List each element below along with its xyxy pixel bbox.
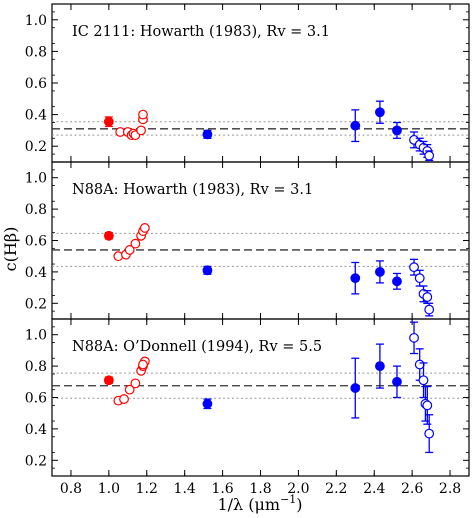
- data-point-open: [138, 359, 148, 370]
- y-axis-label: c(Hβ): [1, 227, 20, 272]
- data-point-open: [130, 378, 141, 389]
- data-point-filled: [375, 267, 385, 277]
- y-tick-label: 1.0: [25, 171, 47, 187]
- y-tick-label: 0.4: [25, 108, 47, 124]
- data-point-open: [119, 394, 129, 404]
- data-point-filled: [202, 129, 213, 140]
- x-tick-label: 2.2: [325, 481, 347, 497]
- data-point-open: [424, 428, 435, 439]
- y-tick-label: 0.4: [25, 422, 47, 438]
- y-tick-label: 0.2: [25, 139, 47, 155]
- data-point-open: [124, 384, 135, 395]
- data-point-open: [422, 292, 433, 302]
- data-point-open: [424, 150, 435, 161]
- data-point-filled: [103, 375, 114, 386]
- x-tick-label: 2.8: [439, 481, 461, 497]
- data-point-open: [136, 125, 146, 136]
- y-tick-label: 0.6: [25, 234, 47, 250]
- data-point-open: [409, 262, 419, 273]
- x-tick-label: 1.4: [174, 481, 196, 497]
- x-tick-label: 1.8: [249, 481, 271, 497]
- data-point-open: [424, 304, 435, 315]
- y-tick-label: 0.6: [25, 76, 47, 92]
- y-tick-label: 1.0: [25, 328, 47, 344]
- y-tick-label: 0.2: [25, 296, 47, 312]
- data-point-open: [414, 273, 425, 284]
- x-tick-label: 2.4: [363, 481, 385, 497]
- panel-1: 0.2 0.4 0.6 0.8 1.0 IC 2111: Howarth (1983), …: [25, 3, 470, 163]
- panel-title: IC 2111: Howarth (1983), Rv = 3.1: [72, 24, 330, 40]
- data-point-open: [414, 359, 425, 370]
- data-point-filled: [202, 265, 213, 276]
- panel-title: N88A: O’Donnell (1994), Rv = 5.5: [72, 339, 322, 355]
- data-point-filled: [392, 276, 402, 287]
- data-point-filled: [392, 376, 402, 387]
- panel-3: 0.2 0.4 0.6 0.8 1.0 0.8 1.0 1.2 1.4 1.6 1.8 2.0 2.2 2…: [25, 318, 470, 497]
- y-tick-label: 1.0: [25, 13, 47, 29]
- data-point-filled: [392, 125, 402, 136]
- data-point-open: [139, 223, 150, 233]
- data-point-open: [418, 375, 429, 386]
- data-point-filled: [202, 398, 213, 409]
- x-axis-label: 1/λ (μm−1): [217, 493, 302, 514]
- x-tick-label: 2.0: [287, 481, 309, 497]
- x-tick-label: 2.6: [401, 481, 423, 497]
- data-point-open: [138, 109, 148, 120]
- data-point-filled: [375, 361, 385, 372]
- data-point-open: [409, 332, 419, 343]
- y-tick-label: 0.8: [25, 44, 47, 60]
- data-point-filled: [103, 230, 114, 241]
- panel-title: N88A: Howarth (1983), Rv = 3.1: [72, 182, 313, 198]
- y-tick-label: 0.8: [25, 202, 47, 218]
- data-point-open: [130, 238, 141, 249]
- y-tick-label: 0.4: [25, 265, 47, 281]
- data-point-filled: [350, 120, 361, 131]
- panel-2: 0.2 0.4 0.6 0.8 1.0 N88A: Howarth (1983), Rv …: [25, 161, 470, 320]
- x-tick-label: 0.8: [60, 481, 82, 497]
- data-point-open: [422, 400, 433, 411]
- x-tick-label: 1.6: [211, 481, 233, 497]
- y-tick-label: 0.6: [25, 391, 47, 407]
- y-tick-label: 0.8: [25, 359, 47, 375]
- x-tick-label: 1.2: [136, 481, 158, 497]
- data-point-filled: [103, 116, 114, 127]
- y-tick-label: 0.2: [25, 453, 47, 469]
- data-point-filled: [375, 107, 385, 118]
- data-point-open: [124, 245, 135, 255]
- x-tick-label: 1.0: [98, 481, 120, 497]
- data-point-filled: [350, 273, 361, 284]
- data-point-filled: [350, 383, 361, 393]
